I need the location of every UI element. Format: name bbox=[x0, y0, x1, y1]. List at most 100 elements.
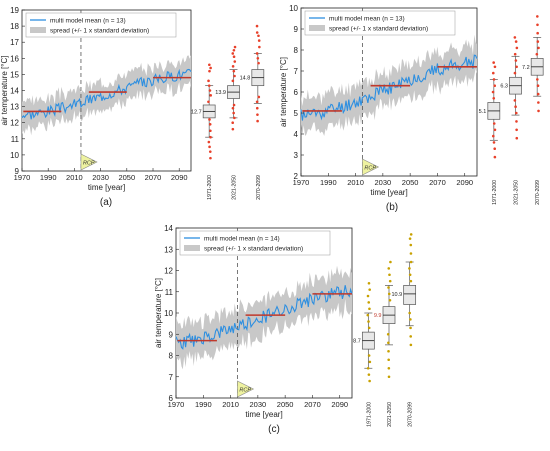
outlier-point bbox=[492, 141, 496, 144]
x-tick-label: 2010 bbox=[66, 173, 83, 182]
outlier-point bbox=[515, 136, 519, 140]
outlier-point bbox=[408, 273, 412, 277]
outlier-point bbox=[257, 34, 260, 38]
outlier-point bbox=[408, 267, 411, 270]
outlier-point bbox=[256, 57, 260, 60]
x-tick-label: 2090 bbox=[456, 178, 473, 187]
outlier-point bbox=[409, 233, 413, 236]
outlier-point bbox=[368, 360, 372, 364]
outlier-point bbox=[409, 252, 413, 255]
legend-mean-label: multi model mean (n = 13) bbox=[329, 16, 405, 23]
outlier-point bbox=[409, 343, 413, 347]
box-mean-label: 14.8 bbox=[240, 76, 251, 82]
box-mean-label: 10.9 bbox=[391, 292, 402, 298]
outlier-point bbox=[368, 288, 371, 291]
y-tick-label: 11 bbox=[165, 288, 174, 297]
y-tick-label: 2 bbox=[294, 172, 299, 181]
x-tick-label: 1990 bbox=[195, 400, 212, 409]
y-tick-label: 14 bbox=[10, 87, 19, 96]
outlier-point bbox=[231, 127, 235, 131]
box-category-label: 2021-2050 bbox=[232, 175, 238, 200]
outlier-point bbox=[515, 46, 519, 50]
outlier-point bbox=[388, 298, 392, 302]
outlier-point bbox=[493, 147, 497, 150]
outlier-point bbox=[387, 267, 391, 270]
boxplot-1: 12.7 1971-2000 bbox=[191, 63, 216, 200]
outlier-point bbox=[409, 335, 413, 338]
outlier-point bbox=[513, 99, 517, 102]
x-tick-label: 2030 bbox=[375, 178, 392, 187]
boxplot-1: 8.7 1971-2000 bbox=[353, 281, 375, 427]
box-category-label: 2021-2050 bbox=[387, 402, 393, 427]
legend-box bbox=[179, 230, 331, 256]
outlier-point bbox=[255, 31, 259, 34]
box-mean-label: 7.2 bbox=[522, 65, 530, 71]
outlier-point bbox=[492, 61, 495, 64]
outlier-point bbox=[536, 15, 539, 18]
spread-band bbox=[22, 55, 191, 136]
box-category-label: 2070-2099 bbox=[408, 402, 414, 427]
outlier-point bbox=[231, 52, 235, 55]
outlier-point bbox=[231, 65, 235, 68]
outlier-point bbox=[536, 40, 540, 43]
y-tick-label: 13 bbox=[164, 245, 173, 254]
outlier-point bbox=[491, 90, 495, 94]
outlier-point bbox=[209, 66, 212, 70]
box-category-label: 1971-2000 bbox=[366, 402, 372, 427]
outlier-point bbox=[408, 311, 411, 315]
outlier-point bbox=[207, 140, 211, 144]
outlier-point bbox=[231, 106, 235, 110]
y-tick-label: 13 bbox=[10, 103, 19, 112]
x-tick-label: 2030 bbox=[92, 173, 109, 182]
outlier-point bbox=[389, 260, 392, 264]
outlier-point bbox=[367, 301, 371, 304]
y-tick-label: 7 bbox=[294, 67, 299, 76]
x-tick-label: 1990 bbox=[40, 173, 57, 182]
x-axis-label: time [year] bbox=[370, 188, 407, 197]
y-tick-label: 11 bbox=[11, 135, 20, 144]
outlier-point bbox=[208, 145, 211, 149]
y-tick-label: 5 bbox=[294, 109, 299, 118]
outlier-point bbox=[409, 318, 412, 321]
outlier-point bbox=[409, 326, 412, 330]
outlier-point bbox=[387, 292, 391, 296]
outlier-point bbox=[409, 243, 413, 247]
boxplot-3: 7.2 2070-2099 bbox=[522, 15, 544, 205]
x-tick-label: 2030 bbox=[250, 400, 267, 409]
outlier-point bbox=[515, 111, 518, 115]
outlier-point bbox=[409, 279, 413, 283]
outlier-point bbox=[537, 101, 540, 104]
chart-panel-3: RCP 6 7 8 9 10 11 12 13 14 1970 1990 2010 2030 2050 207… bbox=[154, 224, 417, 435]
outlier-point bbox=[514, 40, 518, 43]
x-tick-label: 1970 bbox=[14, 173, 31, 182]
x-tick-label: 1970 bbox=[293, 178, 310, 187]
y-tick-label: 6 bbox=[169, 394, 174, 403]
box-category-label: 2070-2099 bbox=[535, 180, 541, 205]
y-tick-label: 10 bbox=[164, 309, 173, 318]
outlier-point bbox=[367, 320, 370, 323]
outlier-point bbox=[231, 121, 234, 124]
box-mean-label: 6.3 bbox=[500, 84, 508, 90]
outlier-point bbox=[232, 103, 236, 107]
x-tick-label: 2070 bbox=[304, 400, 321, 409]
outlier-point bbox=[368, 307, 371, 311]
y-tick-label: 10 bbox=[10, 151, 19, 160]
rcp-label: RCP bbox=[83, 161, 95, 167]
y-tick-label: 12 bbox=[164, 267, 173, 276]
y-tick-label: 4 bbox=[294, 130, 299, 139]
outlier-point bbox=[207, 84, 211, 87]
y-tick-label: 9 bbox=[169, 330, 174, 339]
box-mean-label: 8.7 bbox=[353, 339, 361, 345]
panel-label: (a) bbox=[100, 197, 112, 208]
rcp-marker-icon bbox=[237, 380, 255, 398]
outlier-point bbox=[537, 109, 540, 113]
outlier-point bbox=[537, 46, 540, 50]
y-tick-label: 7 bbox=[169, 373, 174, 382]
rcp-marker-icon bbox=[80, 153, 98, 171]
outlier-point bbox=[208, 118, 211, 121]
outlier-point bbox=[232, 48, 236, 52]
x-tick-label: 2050 bbox=[402, 178, 419, 187]
box-category-label: 1971-2000 bbox=[207, 175, 213, 200]
outlier-point bbox=[408, 237, 412, 240]
